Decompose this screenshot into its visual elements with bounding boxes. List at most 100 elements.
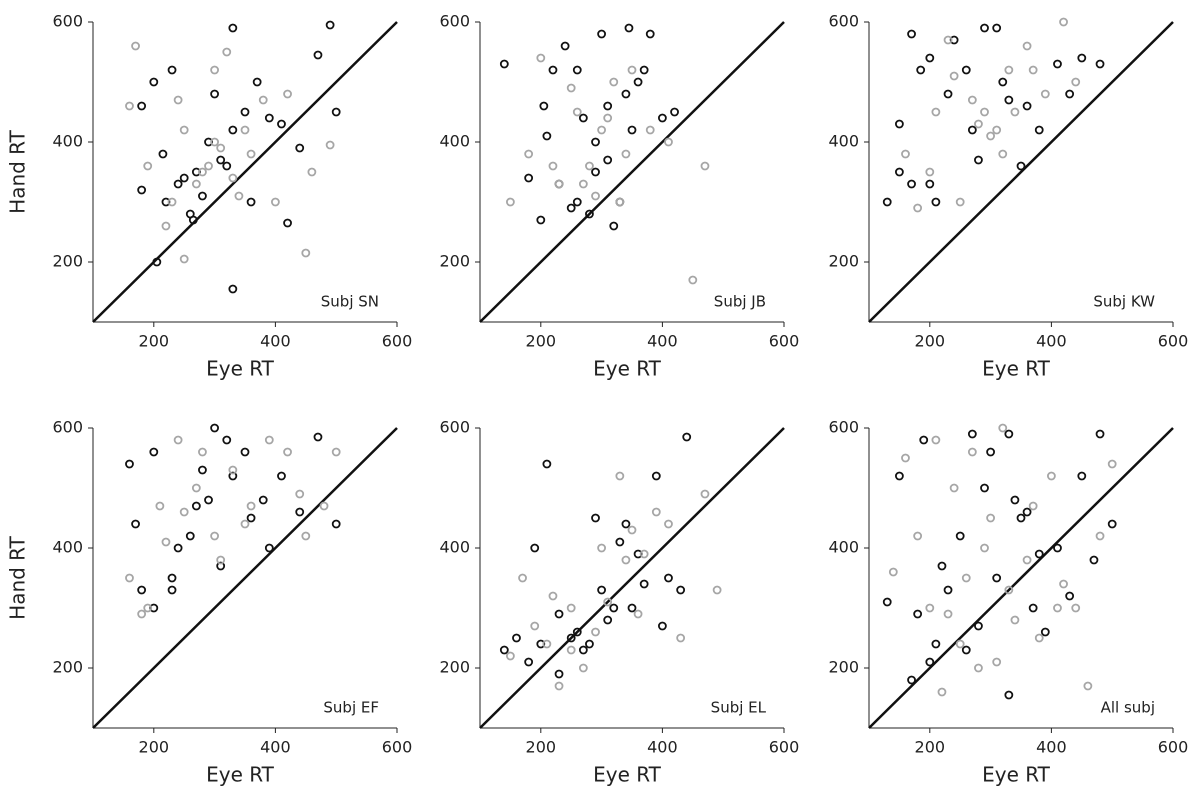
point [566, 603, 576, 613]
point [627, 603, 637, 613]
point [980, 23, 989, 33]
point [967, 447, 977, 457]
point [651, 471, 661, 481]
point [943, 609, 953, 619]
point [210, 423, 220, 433]
x-tick-label: 200 [139, 738, 170, 757]
point [992, 573, 1002, 583]
point [578, 645, 588, 655]
point [664, 573, 673, 583]
point [916, 65, 926, 75]
point [1059, 17, 1068, 27]
y-tick-label: 600 [52, 418, 83, 437]
point [627, 525, 637, 535]
x-tick-label: 400 [647, 332, 678, 351]
point [125, 573, 134, 583]
point [505, 651, 515, 661]
point [931, 639, 941, 649]
point [331, 519, 341, 529]
point [621, 89, 631, 99]
point [1028, 501, 1038, 511]
point [191, 483, 201, 493]
point [639, 579, 649, 589]
point [536, 215, 546, 225]
panel: 200 400 600 200 400 600 Eye RT All subj [828, 418, 1188, 787]
point [992, 23, 1002, 33]
point [204, 161, 213, 171]
point [155, 501, 165, 511]
point [1040, 627, 1050, 637]
point [621, 555, 631, 565]
point [137, 609, 147, 619]
point [1047, 471, 1056, 481]
point [179, 173, 189, 183]
point [585, 161, 594, 171]
point [228, 125, 238, 135]
point [188, 215, 198, 225]
point [931, 435, 941, 445]
point [179, 125, 189, 135]
x-tick-label: 200 [915, 738, 946, 757]
point [974, 663, 983, 673]
point [597, 543, 606, 553]
point [222, 435, 232, 445]
point [998, 423, 1008, 433]
point [1095, 429, 1105, 439]
point [913, 609, 923, 619]
point [992, 125, 1002, 135]
point [283, 89, 292, 99]
point [882, 197, 892, 207]
y-tick-label: 400 [439, 538, 470, 557]
point [603, 101, 613, 111]
point [191, 167, 201, 177]
point [536, 639, 546, 649]
point [651, 507, 661, 517]
point [560, 41, 570, 51]
point [1059, 579, 1068, 589]
y-tick-label: 400 [439, 132, 470, 151]
point [143, 161, 153, 171]
point [295, 507, 305, 517]
y-axis-label: Hand RT [6, 129, 30, 213]
point [210, 137, 220, 147]
point [167, 573, 177, 583]
point [554, 609, 564, 619]
point [949, 71, 959, 81]
point [198, 167, 207, 177]
annotation: Subj EL [711, 699, 767, 717]
point [554, 681, 564, 691]
point [566, 645, 576, 655]
x-axis-label: Eye RT [982, 763, 1051, 787]
point [621, 519, 631, 529]
point [1010, 107, 1020, 117]
point [925, 179, 935, 189]
point [530, 543, 540, 553]
point [283, 447, 292, 457]
point [240, 107, 250, 117]
panel: 200 400 600 200 400 600 Eye RT Subj KW [828, 12, 1188, 381]
point [1022, 555, 1032, 565]
point [591, 191, 600, 201]
point [524, 173, 534, 183]
point [986, 513, 995, 523]
point [603, 155, 613, 165]
point [998, 77, 1008, 87]
point [1004, 95, 1014, 105]
point [204, 495, 213, 505]
y-tick-label: 400 [828, 132, 859, 151]
point [258, 495, 268, 505]
point [572, 107, 582, 117]
point [301, 531, 311, 541]
point [986, 131, 995, 141]
x-tick-label: 400 [1036, 738, 1067, 757]
point [499, 59, 509, 69]
point [277, 119, 286, 129]
point [1077, 471, 1087, 481]
point [548, 65, 558, 75]
point [664, 137, 673, 147]
y-tick-label: 600 [828, 12, 859, 31]
point [688, 275, 698, 285]
point [578, 663, 588, 673]
point [670, 107, 679, 117]
